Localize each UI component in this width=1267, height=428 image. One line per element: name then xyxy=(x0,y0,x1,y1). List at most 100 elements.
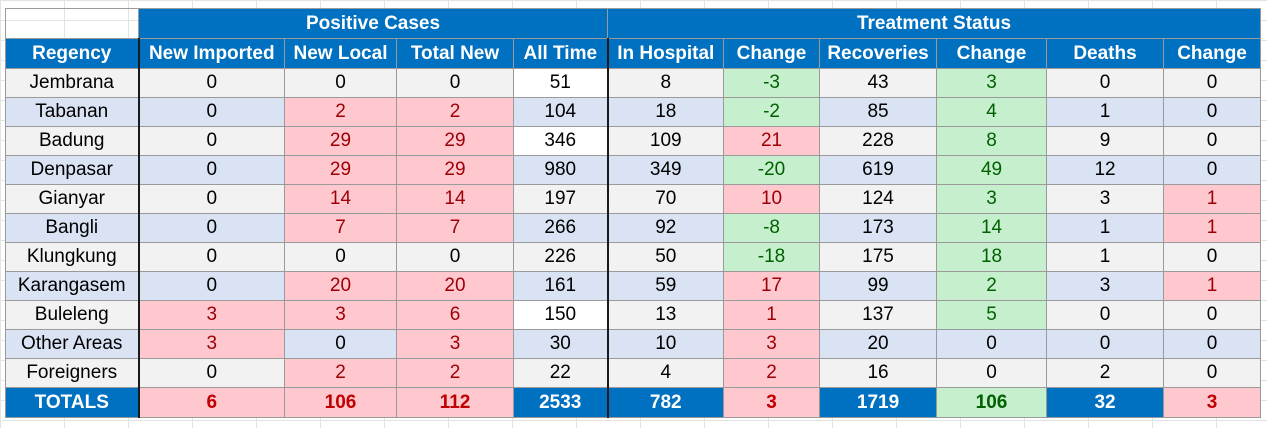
cell-hospital-change: 17 xyxy=(723,271,821,301)
column-header-total-new: Total New xyxy=(396,38,514,69)
cell-total-new: 20 xyxy=(396,271,514,301)
table-row: Buleleng 3 3 6 150 13 1 137 5 0 0 xyxy=(5,300,1262,330)
cell-deaths-change: 0 xyxy=(1163,300,1262,330)
total-recoveries-change: 106 xyxy=(936,387,1048,418)
cell-recoveries: 173 xyxy=(819,213,938,243)
cell-hospital-change: 10 xyxy=(723,184,821,214)
cell-deaths-change: 1 xyxy=(1163,184,1262,214)
column-header-regency: Regency xyxy=(5,38,139,69)
cell-new-imported: 0 xyxy=(137,242,285,272)
cell-recoveries-change: 49 xyxy=(936,155,1048,185)
column-header-new-imported: New Imported xyxy=(137,38,285,69)
regency-name-cell: Other Areas xyxy=(5,329,139,359)
total-recoveries: 1719 xyxy=(819,387,938,418)
cell-all-time: 30 xyxy=(512,329,609,359)
column-header-new-local: New Local xyxy=(284,38,397,69)
cell-new-imported: 0 xyxy=(137,184,285,214)
cell-recoveries-change: 5 xyxy=(936,300,1048,330)
total-hospital-change: 3 xyxy=(723,387,821,418)
total-in-hospital: 782 xyxy=(606,387,725,418)
totals-label: TOTALS xyxy=(5,387,139,418)
cell-hospital-change: -3 xyxy=(723,68,821,98)
cell-new-imported: 0 xyxy=(137,271,285,301)
column-header-hospital-change: Change xyxy=(723,38,821,69)
cell-recoveries-change: 18 xyxy=(936,242,1048,272)
cell-total-new: 14 xyxy=(396,184,514,214)
cell-total-new: 7 xyxy=(396,213,514,243)
regency-name-cell: Bangli xyxy=(5,213,139,243)
cell-new-local: 3 xyxy=(284,300,397,330)
cell-deaths: 3 xyxy=(1046,184,1165,214)
cell-new-imported: 0 xyxy=(137,358,285,388)
cell-all-time: 51 xyxy=(512,68,609,98)
cell-total-new: 2 xyxy=(396,358,514,388)
cell-recoveries-change: 2 xyxy=(936,271,1048,301)
cell-recoveries-change: 0 xyxy=(936,329,1048,359)
cell-in-hospital: 349 xyxy=(606,155,725,185)
cell-recoveries-change: 3 xyxy=(936,184,1048,214)
column-header-all-time: All Time xyxy=(512,38,609,69)
cell-hospital-change: -2 xyxy=(723,97,821,127)
cell-recoveries-change: 0 xyxy=(936,358,1048,388)
cell-recoveries-change: 3 xyxy=(936,68,1048,98)
cell-new-imported: 0 xyxy=(137,213,285,243)
regency-name-cell: Jembrana xyxy=(5,68,139,98)
cell-in-hospital: 10 xyxy=(606,329,725,359)
cell-recoveries: 137 xyxy=(819,300,938,330)
table-row: Denpasar 0 29 29 980 349 -20 619 49 12 0 xyxy=(5,155,1262,185)
cell-new-imported: 0 xyxy=(137,126,285,156)
table-row: Klungkung 0 0 0 226 50 -18 175 18 1 0 xyxy=(5,242,1262,272)
cell-deaths: 0 xyxy=(1046,300,1165,330)
cell-new-local: 0 xyxy=(284,329,397,359)
cell-all-time: 104 xyxy=(512,97,609,127)
cell-new-local: 20 xyxy=(284,271,397,301)
cell-deaths-change: 0 xyxy=(1163,97,1262,127)
regency-name-cell: Buleleng xyxy=(5,300,139,330)
cell-new-local: 29 xyxy=(284,155,397,185)
column-header-in-hospital: In Hospital xyxy=(606,38,725,69)
cell-all-time: 22 xyxy=(512,358,609,388)
table-body: Jembrana 0 0 0 51 8 -3 43 3 0 0 Tabanan 0 2 2 104 18 -2 85… xyxy=(5,68,1262,418)
cell-deaths-change: 0 xyxy=(1163,68,1262,98)
cell-deaths: 1 xyxy=(1046,242,1165,272)
cell-deaths: 1 xyxy=(1046,213,1165,243)
cell-deaths: 12 xyxy=(1046,155,1165,185)
table-row: Karangasem 0 20 20 161 59 17 99 2 3 1 xyxy=(5,271,1262,301)
cell-new-imported: 3 xyxy=(137,329,285,359)
regency-name-cell: Gianyar xyxy=(5,184,139,214)
cell-hospital-change: -20 xyxy=(723,155,821,185)
cell-new-local: 14 xyxy=(284,184,397,214)
totals-row: TOTALS 6 106 112 2533 782 3 1719 106 32 3 xyxy=(5,387,1262,418)
cell-recoveries: 43 xyxy=(819,68,938,98)
table-row: Other Areas 3 0 3 30 10 3 20 0 0 0 xyxy=(5,329,1262,359)
cell-recoveries: 99 xyxy=(819,271,938,301)
total-all-time: 2533 xyxy=(512,387,609,418)
cell-all-time: 150 xyxy=(512,300,609,330)
table-row: Tabanan 0 2 2 104 18 -2 85 4 1 0 xyxy=(5,97,1262,127)
cell-new-local: 7 xyxy=(284,213,397,243)
regency-name-cell: Foreigners xyxy=(5,358,139,388)
cell-new-imported: 0 xyxy=(137,68,285,98)
column-header-recoveries-change: Change xyxy=(936,38,1048,69)
table-row: Gianyar 0 14 14 197 70 10 124 3 3 1 xyxy=(5,184,1262,214)
cell-hospital-change: 1 xyxy=(723,300,821,330)
cell-hospital-change: -18 xyxy=(723,242,821,272)
total-deaths-change: 3 xyxy=(1163,387,1262,418)
cell-all-time: 980 xyxy=(512,155,609,185)
cell-deaths-change: 0 xyxy=(1163,242,1262,272)
cell-in-hospital: 92 xyxy=(606,213,725,243)
cell-total-new: 29 xyxy=(396,155,514,185)
regency-name-cell: Tabanan xyxy=(5,97,139,127)
cell-total-new: 29 xyxy=(396,126,514,156)
cell-new-imported: 0 xyxy=(137,155,285,185)
regency-name-cell: Karangasem xyxy=(5,271,139,301)
covid-stats-table: Positive Cases Treatment Status Regency N… xyxy=(5,8,1262,418)
cell-deaths-change: 0 xyxy=(1163,126,1262,156)
cell-recoveries-change: 8 xyxy=(936,126,1048,156)
cell-new-local: 0 xyxy=(284,68,397,98)
cell-deaths: 0 xyxy=(1046,68,1165,98)
table-row: Badung 0 29 29 346 109 21 228 8 9 0 xyxy=(5,126,1262,156)
total-new-local: 106 xyxy=(284,387,397,418)
cell-in-hospital: 4 xyxy=(606,358,725,388)
table-row: Jembrana 0 0 0 51 8 -3 43 3 0 0 xyxy=(5,68,1262,98)
